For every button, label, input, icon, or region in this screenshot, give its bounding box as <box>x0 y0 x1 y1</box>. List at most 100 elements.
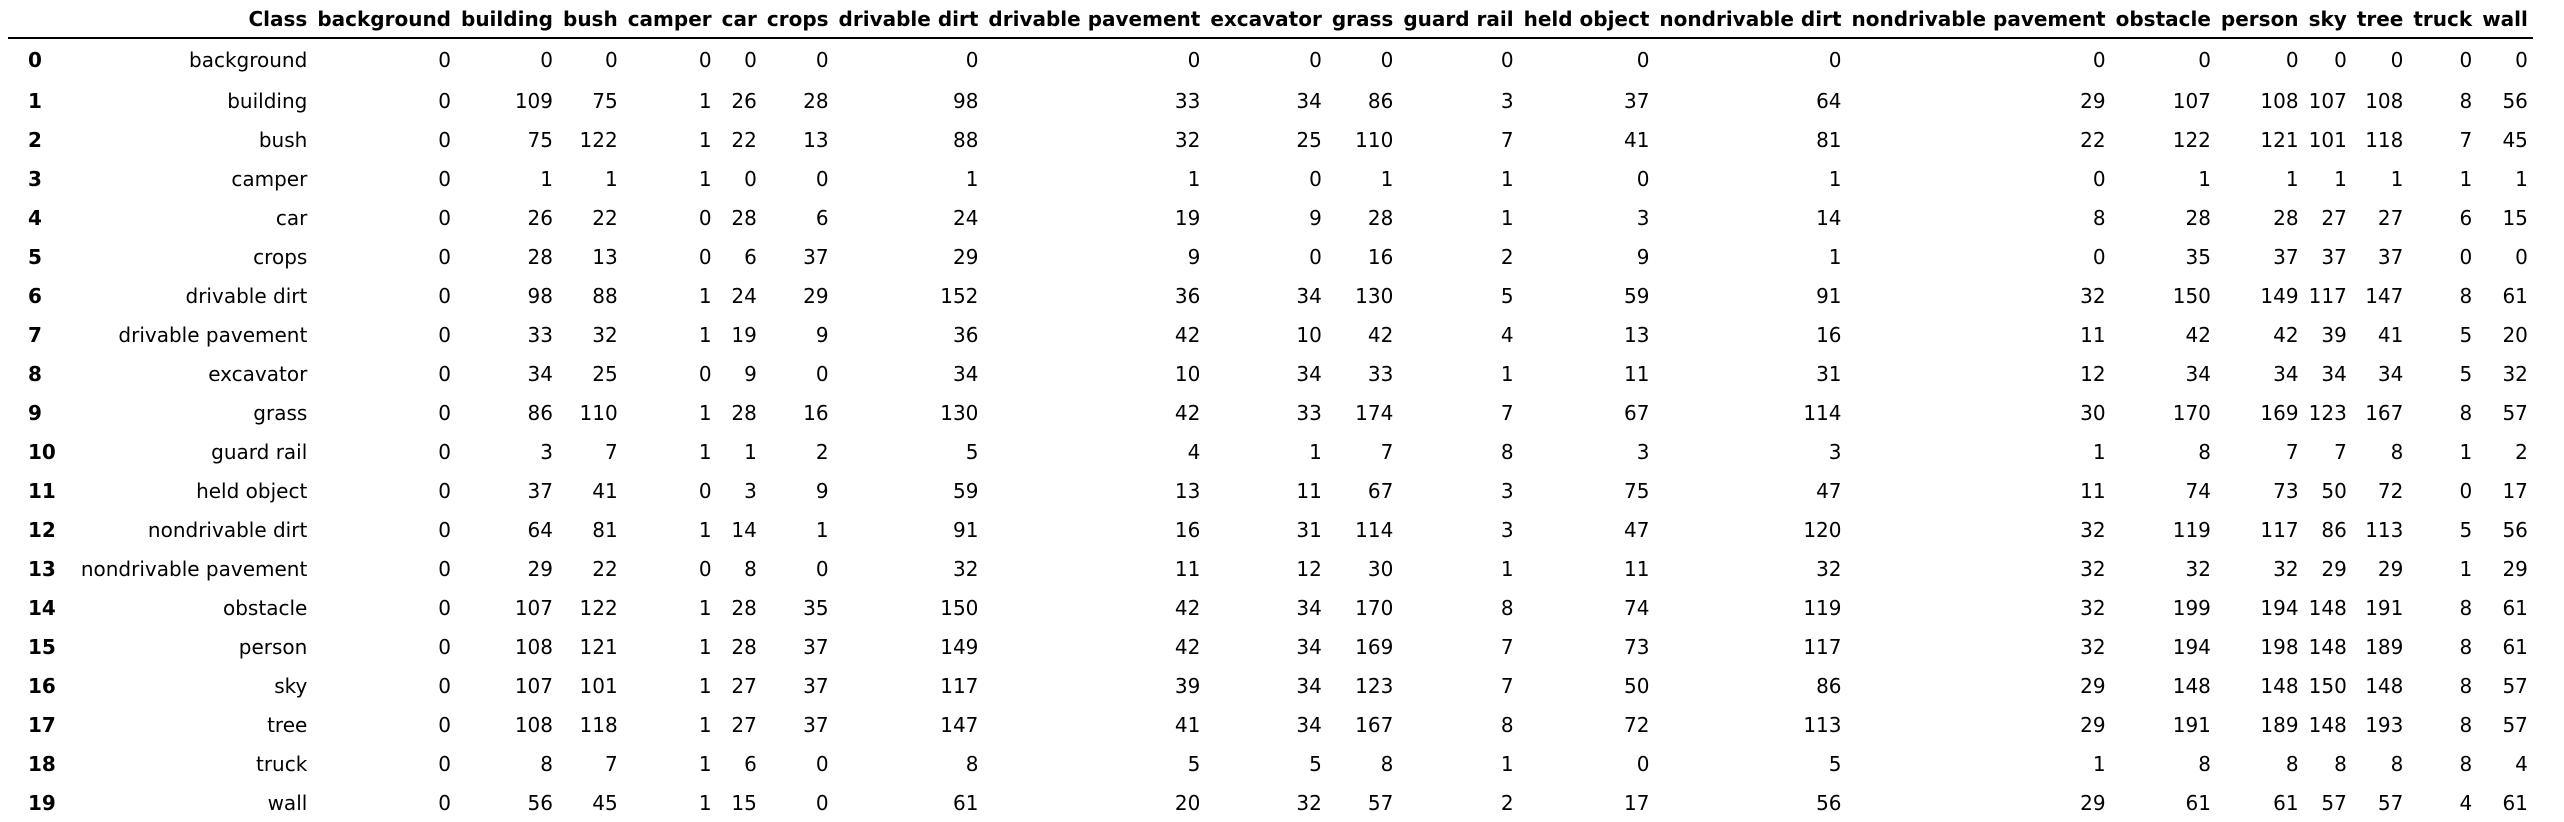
table-cell: 28 <box>1367 205 1394 230</box>
table-cell: 73 <box>1623 634 1650 659</box>
table-cell: 8 <box>2092 205 2106 230</box>
table-cell: 73 <box>2273 478 2299 503</box>
table-cell: 117 <box>2308 283 2347 308</box>
table-cell: 1 <box>698 595 712 620</box>
table-cell: 10 <box>1296 322 1322 347</box>
table-cell: 30 <box>1367 556 1394 581</box>
row-index: 14 <box>28 595 56 620</box>
table-cell: 0 <box>1636 166 1650 191</box>
table-cell: 8 <box>2459 751 2473 776</box>
table-cell: 34 <box>1296 712 1322 737</box>
table-cell: 37 <box>2321 244 2347 269</box>
table-cell: 35 <box>2185 244 2211 269</box>
column-header: truck <box>2408 0 2478 39</box>
table-cell: 30 <box>2080 400 2106 425</box>
table-cell: 88 <box>592 283 618 308</box>
table-cell: 11 <box>1296 478 1322 503</box>
table-cell: 56 <box>2502 88 2528 113</box>
table-cell: 19 <box>1174 205 1201 230</box>
column-header: person <box>2215 0 2304 39</box>
table-cell: 34 <box>1296 673 1322 698</box>
table-cell: 1 <box>1500 166 1514 191</box>
row-index: 18 <box>28 751 56 776</box>
table-cell: 0 <box>438 283 451 308</box>
column-header: sky <box>2303 0 2352 39</box>
table-cell: 26 <box>527 205 553 230</box>
table-cell: 29 <box>2080 712 2106 737</box>
table-cell: 61 <box>2502 595 2528 620</box>
table-cell: 9 <box>744 361 757 386</box>
table-cell: 28 <box>731 205 757 230</box>
table-cell: 10 <box>1174 361 1201 386</box>
table-cell: 67 <box>1367 478 1394 503</box>
table-cell: 32 <box>2080 595 2106 620</box>
table-cell: 5 <box>1500 283 1514 308</box>
table-cell: 61 <box>952 790 979 815</box>
table-cell: 15 <box>2502 205 2528 230</box>
table-row: 16 sky 0 107 101 1 27 37 117 39 34 123 7 50 86 29 148 148… <box>8 666 2533 705</box>
table-cell: 13 <box>1174 478 1201 503</box>
table-cell: 1 <box>1500 205 1514 230</box>
table-row: 13 nondrivable pavement 0 29 22 0 8 0 32 11 12 30 1 1… <box>8 549 2533 588</box>
table-cell: 9 <box>1636 244 1650 269</box>
table-cell: 13 <box>592 244 618 269</box>
table-cell: 0 <box>744 48 757 72</box>
table-cell: 29 <box>803 283 829 308</box>
table-cell: 148 <box>2308 595 2347 620</box>
table-cell: 34 <box>1296 595 1322 620</box>
table-cell: 32 <box>2080 517 2106 542</box>
table-cell: 5 <box>2459 322 2473 347</box>
table-cell: 2 <box>2515 439 2528 464</box>
table-cell: 6 <box>2459 205 2473 230</box>
table-cell: 41 <box>1174 712 1201 737</box>
table-cell: 1 <box>2390 166 2404 191</box>
table-cell: 0 <box>438 439 451 464</box>
table-cell: 74 <box>1623 595 1650 620</box>
table-cell: 0 <box>815 790 829 815</box>
table-cell: 0 <box>1828 48 1842 72</box>
table-cell: 34 <box>2185 361 2211 386</box>
column-header: drivable dirt <box>833 0 984 39</box>
row-index: 9 <box>28 400 42 425</box>
table-cell: 7 <box>1500 127 1514 152</box>
table-cell: 74 <box>2185 478 2211 503</box>
table-cell: 0 <box>815 361 829 386</box>
table-cell: 1 <box>604 166 618 191</box>
table-body: 0 background 0 0 0 0 0 0 0 0 0 0 0 0 0 0 0 0 0 0 0 0 1 building… <box>8 38 2533 822</box>
table-cell: 8 <box>1500 712 1514 737</box>
table-cell: 0 <box>2092 244 2106 269</box>
table-cell: 0 <box>438 88 451 113</box>
table-cell: 1 <box>698 439 712 464</box>
table-cell: 0 <box>438 478 451 503</box>
table-cell: 34 <box>1296 361 1322 386</box>
table-cell: 57 <box>1367 790 1394 815</box>
table-cell: 11 <box>1623 361 1650 386</box>
table-cell: 167 <box>2365 400 2404 425</box>
table-cell: 148 <box>2172 673 2211 698</box>
column-header: guard rail <box>1398 0 1519 39</box>
row-index: 2 <box>28 127 42 152</box>
column-header: excavator <box>1205 0 1327 39</box>
table-cell: 5 <box>2459 361 2473 386</box>
table-cell: 152 <box>940 283 979 308</box>
table-cell: 29 <box>2377 556 2404 581</box>
table-cell: 0 <box>438 361 451 386</box>
table-cell: 34 <box>1296 88 1322 113</box>
column-header: crops <box>761 0 834 39</box>
table-cell: 114 <box>1355 517 1394 542</box>
table-cell: 8 <box>2459 400 2473 425</box>
table-cell: 107 <box>514 673 553 698</box>
table-row: 7 drivable pavement 0 33 32 1 19 9 36 42 10 42 4 13 16… <box>8 315 2533 354</box>
table-cell: 170 <box>2172 400 2211 425</box>
table-cell: 8 <box>2334 751 2347 776</box>
table-cell: 28 <box>731 400 757 425</box>
header-row: Class background building bush camper car crop… <box>8 0 2533 39</box>
table-cell: 37 <box>803 673 829 698</box>
table-cell: 7 <box>1500 634 1514 659</box>
table-cell: 1 <box>698 712 712 737</box>
table-cell: 1 <box>815 517 829 542</box>
table-cell: 5 <box>1187 751 1201 776</box>
table-cell: 0 <box>604 48 618 72</box>
row-class-label: held object <box>196 478 308 503</box>
table-cell: 3 <box>1636 205 1650 230</box>
